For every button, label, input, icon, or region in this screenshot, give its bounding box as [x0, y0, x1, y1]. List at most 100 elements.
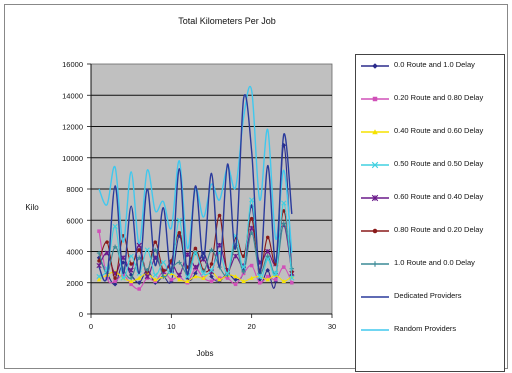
data-point — [209, 247, 214, 253]
data-point — [185, 278, 190, 283]
legend-label: 0.20 Route and 0.80 Delay — [394, 93, 484, 102]
legend-label: 0.40 Route and 0.60 Delay — [394, 126, 484, 135]
data-point — [161, 268, 166, 273]
y-tick-label: 12000 — [62, 123, 83, 132]
data-point — [144, 247, 150, 253]
data-point — [209, 262, 214, 266]
data-point — [265, 235, 270, 240]
data-point — [290, 280, 294, 285]
data-point — [137, 275, 142, 280]
data-point — [137, 248, 141, 252]
data-point — [160, 259, 166, 266]
legend-item: 0.60 Route and 0.40 Delay — [360, 191, 504, 221]
data-point — [153, 277, 158, 282]
data-point — [372, 96, 378, 102]
data-point — [282, 209, 286, 213]
chart-frame: Total Kilometers Per Job 0 2000 4000 6000 80… — [4, 4, 508, 372]
data-point — [112, 244, 118, 250]
x-tick-label: 30 — [328, 322, 336, 331]
data-point — [217, 277, 222, 282]
data-point — [216, 242, 223, 248]
y-tick-label: 6000 — [66, 216, 83, 225]
legend-item: 0.50 Route and 0.50 Delay — [360, 158, 504, 188]
data-point — [184, 273, 190, 280]
data-point — [192, 264, 199, 270]
data-point — [249, 263, 254, 268]
data-point — [153, 240, 158, 244]
y-tick-label: 16000 — [62, 60, 83, 69]
legend-item: Dedicated Providers — [360, 290, 504, 320]
data-point — [120, 275, 126, 281]
legend-item: 0.80 Route and 0.20 Delay — [360, 224, 504, 254]
legend-swatch — [361, 228, 389, 234]
data-point — [281, 221, 286, 226]
data-point — [273, 270, 279, 276]
legend-label: 0.0 Route and 1.0 Delay — [394, 60, 475, 69]
legend-item: 0.20 Route and 0.80 Delay — [360, 92, 504, 122]
data-point — [128, 278, 134, 283]
x-axis-label: Jobs — [197, 349, 214, 358]
data-point — [209, 279, 214, 283]
data-point — [161, 274, 166, 279]
data-point — [96, 277, 102, 282]
data-point — [225, 276, 230, 280]
data-point — [113, 279, 117, 283]
data-point — [96, 273, 102, 280]
data-point — [169, 277, 174, 282]
data-point — [372, 129, 378, 135]
data-point — [233, 253, 239, 259]
data-point — [217, 213, 222, 218]
data-point — [233, 282, 238, 287]
data-point — [265, 248, 271, 255]
data-point — [208, 267, 215, 273]
data-point — [371, 194, 379, 202]
data-point — [249, 197, 255, 203]
data-point — [224, 270, 231, 276]
legend-label: 1.0 Route and 0.0 Delay — [394, 258, 475, 267]
data-point — [372, 228, 378, 234]
chart-title: Total Kilometers Per Job — [178, 16, 276, 26]
data-point — [200, 270, 207, 276]
data-point — [137, 280, 142, 285]
data-point — [265, 274, 270, 279]
data-point — [249, 216, 254, 221]
data-point — [128, 267, 134, 273]
data-point — [112, 282, 118, 287]
data-point — [144, 273, 150, 280]
y-tick-label: 4000 — [66, 248, 83, 257]
data-point — [241, 254, 246, 258]
x-tick-label: 20 — [247, 322, 255, 331]
data-point — [193, 274, 198, 279]
legend-swatch — [361, 63, 389, 69]
x-tick-label: 0 — [89, 322, 93, 331]
data-point — [177, 277, 182, 282]
data-point — [257, 280, 262, 285]
y-tick-label: 14000 — [62, 91, 83, 100]
legend-item: Random Providers — [360, 323, 504, 353]
legend-label: Random Providers — [394, 324, 457, 333]
line-chart: Total Kilometers Per Job 0 2000 4000 6000 80… — [25, 16, 336, 358]
data-point — [241, 264, 247, 270]
data-point — [241, 269, 246, 275]
data-point — [177, 230, 182, 235]
data-point — [113, 276, 117, 280]
y-tick-label: 0 — [79, 310, 83, 319]
data-point — [282, 265, 286, 269]
legend-swatch — [361, 296, 389, 298]
data-point — [233, 277, 238, 282]
data-point — [289, 266, 295, 271]
data-point — [249, 230, 254, 235]
data-point — [177, 233, 182, 239]
data-point — [274, 277, 278, 282]
chart-legend: 0.0 Route and 1.0 Delay 0.20 Route and 0.… — [355, 54, 505, 372]
legend-swatch — [361, 161, 389, 169]
data-point — [241, 278, 246, 283]
data-point — [169, 271, 174, 276]
data-point — [249, 275, 254, 280]
data-point — [152, 272, 158, 278]
legend-item: 0.0 Route and 1.0 Delay — [360, 59, 504, 89]
data-point — [96, 250, 102, 256]
data-point — [121, 273, 125, 277]
legend-label: Dedicated Providers — [394, 291, 462, 300]
y-tick-label: 10000 — [62, 154, 83, 163]
